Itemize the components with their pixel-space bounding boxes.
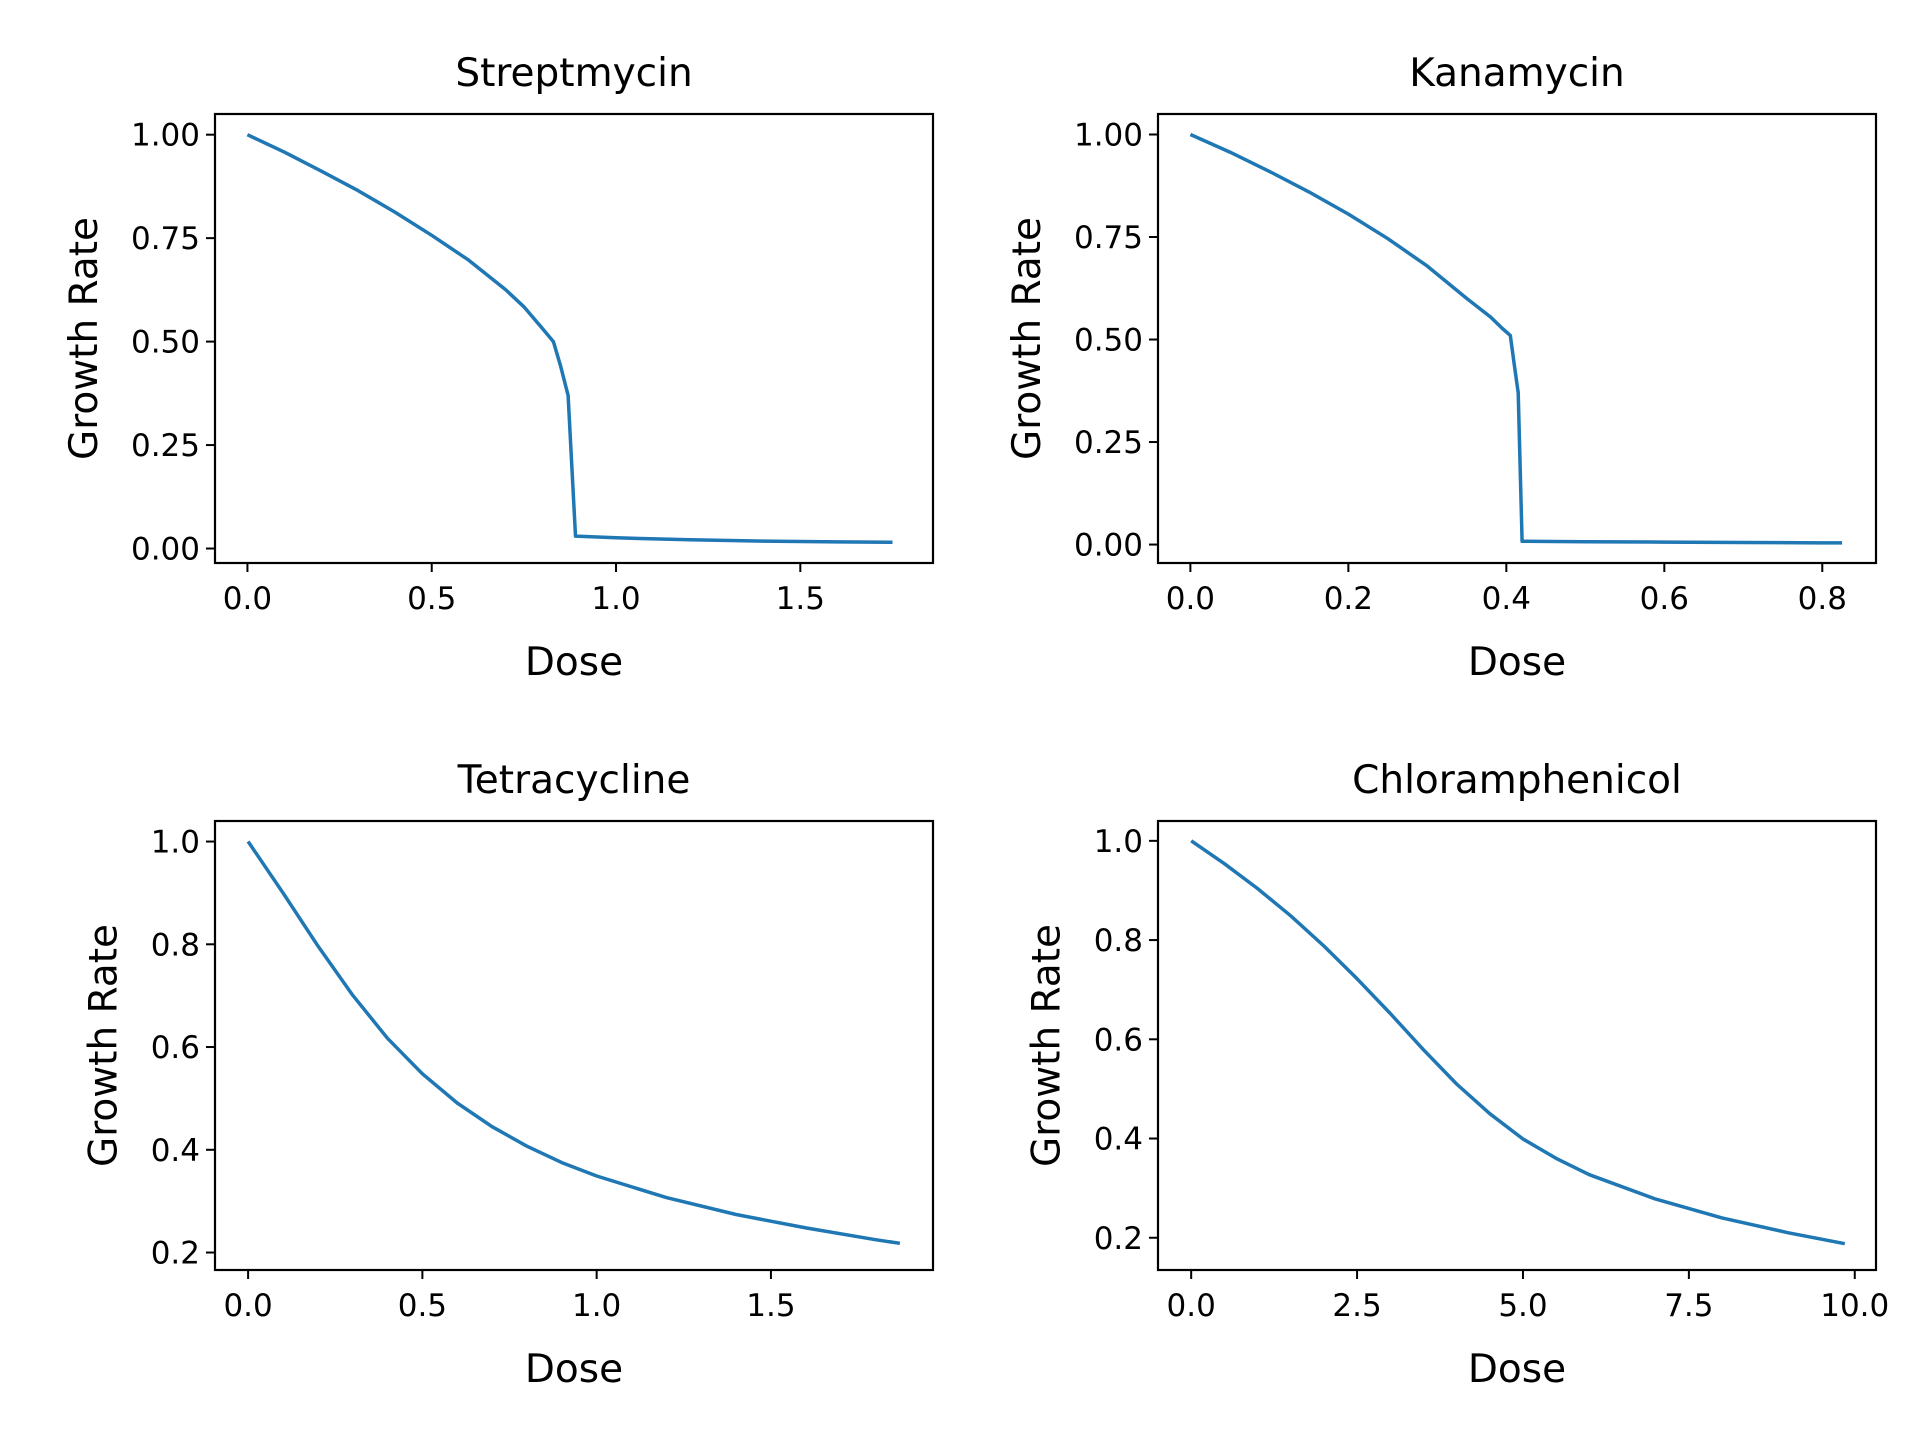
- x-axis-label: Dose: [525, 640, 623, 685]
- y-tick-label: 0.4: [151, 1133, 200, 1169]
- x-tick-label: 5.0: [1498, 1288, 1547, 1324]
- y-tick-label: 0.50: [1074, 323, 1143, 359]
- chart-title: Chloramphenicol: [1352, 758, 1682, 803]
- plot-frame: [213, 112, 935, 565]
- plot-frame: [1156, 112, 1878, 565]
- y-tick-label: 0.25: [131, 428, 200, 464]
- y-axis-label: Growth Rate: [62, 217, 107, 460]
- x-tick-label: 0.6: [1640, 581, 1689, 617]
- series-line: [1190, 839, 1846, 1246]
- y-tick-label: 0.25: [1074, 425, 1143, 461]
- y-tick-label: 0.6: [151, 1030, 200, 1066]
- x-tick-label: 0.0: [1166, 581, 1215, 617]
- y-axis-label: Growth Rate: [1005, 217, 1050, 460]
- x-tick-label: 2.5: [1332, 1288, 1381, 1324]
- y-axis-label: Growth Rate: [82, 924, 127, 1167]
- x-tick-label: 0.5: [398, 1288, 447, 1324]
- plot-frame: [1156, 819, 1878, 1272]
- x-axis-label: Dose: [1468, 640, 1566, 685]
- y-tick-label: 0.75: [1074, 220, 1143, 256]
- x-axis-label: Dose: [525, 1347, 623, 1392]
- x-tick-label: 1.0: [591, 581, 640, 617]
- chart-title: Kanamycin: [1409, 51, 1624, 96]
- x-tick-label: 0.4: [1482, 581, 1531, 617]
- chart-title: Streptmycin: [455, 51, 692, 96]
- panel-streptomycin: Streptmycin Dose Growth Rate 0.0 0.5 1.0 1.…: [62, 51, 935, 685]
- series-line: [1189, 132, 1842, 545]
- y-axis-label: Growth Rate: [1025, 924, 1070, 1167]
- x-tick-label: 0.5: [407, 581, 456, 617]
- series-line: [246, 133, 893, 545]
- y-tick-label: 0.4: [1094, 1122, 1143, 1158]
- y-tick-label: 1.0: [1094, 824, 1143, 860]
- x-tick-label: 7.5: [1664, 1288, 1713, 1324]
- y-tick-label: 0.00: [131, 532, 200, 568]
- x-tick-label: 0.2: [1324, 581, 1373, 617]
- chart-title: Tetracycline: [457, 758, 691, 803]
- plot-frame: [213, 819, 935, 1272]
- x-tick-label: 1.5: [746, 1288, 795, 1324]
- y-tick-label: 0.50: [131, 325, 200, 361]
- x-tick-label: 0.0: [1167, 1288, 1216, 1324]
- x-tick-label: 0.0: [223, 581, 272, 617]
- panel-kanamycin: Kanamycin Dose Growth Rate 0.0 0.2 0.4 0.6 0…: [1005, 51, 1878, 685]
- x-tick-label: 0.8: [1798, 581, 1847, 617]
- y-tick-label: 0.2: [1094, 1221, 1143, 1257]
- y-tick-label: 1.00: [131, 118, 200, 154]
- x-axis-label: Dose: [1468, 1347, 1566, 1392]
- panel-chloramphenicol: Chloramphenicol Dose Growth Rate 0.0 2.5 5…: [1025, 758, 1890, 1392]
- series-line: [246, 840, 901, 1246]
- y-tick-label: 0.8: [151, 927, 200, 963]
- y-tick-label: 0.6: [1094, 1022, 1143, 1058]
- y-tick-label: 1.00: [1074, 118, 1143, 154]
- x-tick-label: 10.0: [1820, 1288, 1889, 1324]
- y-tick-label: 0.75: [131, 221, 200, 257]
- x-tick-label: 0.0: [223, 1288, 272, 1324]
- y-tick-label: 1.0: [151, 825, 200, 861]
- y-tick-label: 0.2: [151, 1236, 200, 1272]
- x-tick-label: 1.0: [572, 1288, 621, 1324]
- x-tick-label: 1.5: [776, 581, 825, 617]
- y-tick-label: 0.00: [1074, 528, 1143, 564]
- panel-tetracycline: Tetracycline Dose Growth Rate 0.0 0.5 1.0 1…: [82, 758, 935, 1392]
- y-tick-label: 0.8: [1094, 923, 1143, 959]
